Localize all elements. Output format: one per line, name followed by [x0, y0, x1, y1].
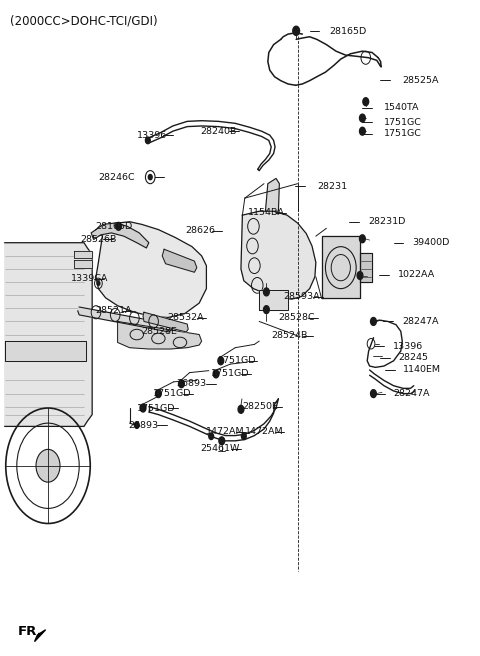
Polygon shape	[78, 307, 172, 332]
Text: 28593A: 28593A	[284, 292, 320, 301]
Polygon shape	[265, 178, 279, 211]
Circle shape	[36, 449, 60, 482]
Text: 28231D: 28231D	[369, 217, 406, 226]
Text: 28240B: 28240B	[201, 127, 237, 136]
Circle shape	[293, 26, 300, 35]
Circle shape	[156, 390, 161, 398]
Polygon shape	[322, 236, 360, 298]
Text: 28165D: 28165D	[329, 27, 366, 36]
Circle shape	[213, 370, 219, 378]
Text: 1140EM: 1140EM	[403, 365, 441, 375]
Polygon shape	[5, 243, 92, 426]
Text: (2000CC>DOHC-TCI/GDI): (2000CC>DOHC-TCI/GDI)	[10, 14, 157, 28]
Polygon shape	[91, 223, 149, 248]
Text: 28526B: 28526B	[80, 235, 117, 244]
Polygon shape	[241, 211, 316, 299]
Text: 28626: 28626	[185, 226, 215, 236]
Polygon shape	[118, 321, 202, 349]
Circle shape	[209, 433, 214, 440]
Text: 1751GD: 1751GD	[137, 403, 175, 413]
Text: 39400D: 39400D	[412, 238, 449, 247]
Circle shape	[97, 281, 100, 285]
Text: 28528C: 28528C	[278, 313, 315, 322]
Text: 1022AA: 1022AA	[398, 270, 436, 279]
Text: 28245: 28245	[398, 353, 428, 362]
Circle shape	[360, 114, 365, 122]
Circle shape	[363, 98, 369, 106]
Text: 1751GC: 1751GC	[384, 129, 422, 138]
Text: 28528E: 28528E	[142, 327, 178, 337]
Text: 1751GC: 1751GC	[384, 117, 422, 127]
Circle shape	[179, 380, 184, 388]
Circle shape	[360, 235, 365, 243]
Text: 1751GD: 1751GD	[211, 369, 250, 379]
Text: 26893: 26893	[177, 379, 207, 388]
Text: 28525A: 28525A	[402, 75, 439, 85]
Text: 13396: 13396	[137, 131, 167, 140]
Text: 28246C: 28246C	[98, 173, 135, 182]
Text: 1472AM: 1472AM	[245, 427, 283, 436]
Circle shape	[241, 433, 246, 440]
Text: 28231: 28231	[317, 182, 347, 191]
Polygon shape	[143, 312, 188, 332]
Polygon shape	[74, 260, 92, 268]
Circle shape	[360, 127, 365, 135]
Text: 25461W: 25461W	[201, 444, 240, 453]
Text: 28165D: 28165D	[95, 222, 132, 231]
Text: 28532A: 28532A	[167, 313, 204, 322]
Text: 1540TA: 1540TA	[384, 103, 420, 112]
Circle shape	[371, 390, 376, 398]
Text: 28524B: 28524B	[271, 331, 308, 340]
Text: 1751GD: 1751GD	[218, 356, 257, 365]
Text: 28521A: 28521A	[95, 306, 132, 316]
Circle shape	[148, 174, 152, 180]
Polygon shape	[360, 253, 372, 282]
Circle shape	[264, 288, 269, 296]
Circle shape	[238, 405, 244, 413]
Circle shape	[134, 422, 139, 428]
Circle shape	[357, 272, 363, 279]
Text: 13396: 13396	[393, 342, 423, 351]
Text: 26893: 26893	[129, 420, 159, 430]
Text: 1154BA: 1154BA	[248, 208, 285, 217]
Text: 1339CA: 1339CA	[71, 274, 108, 283]
Polygon shape	[35, 630, 46, 642]
Circle shape	[219, 437, 225, 445]
Polygon shape	[5, 341, 86, 361]
Text: 1472AM: 1472AM	[206, 427, 245, 436]
Circle shape	[140, 404, 146, 412]
Circle shape	[116, 222, 121, 230]
Text: 28247A: 28247A	[394, 389, 430, 398]
Circle shape	[264, 306, 269, 314]
Polygon shape	[74, 251, 92, 258]
Polygon shape	[259, 290, 288, 310]
Text: FR.: FR.	[18, 625, 43, 638]
Circle shape	[371, 318, 376, 325]
Circle shape	[218, 357, 224, 365]
Polygon shape	[96, 222, 206, 318]
Text: 28250E: 28250E	[242, 402, 278, 411]
Circle shape	[145, 137, 150, 144]
Text: 1751GD: 1751GD	[153, 389, 191, 398]
Text: 28247A: 28247A	[402, 317, 439, 326]
Polygon shape	[162, 249, 197, 272]
